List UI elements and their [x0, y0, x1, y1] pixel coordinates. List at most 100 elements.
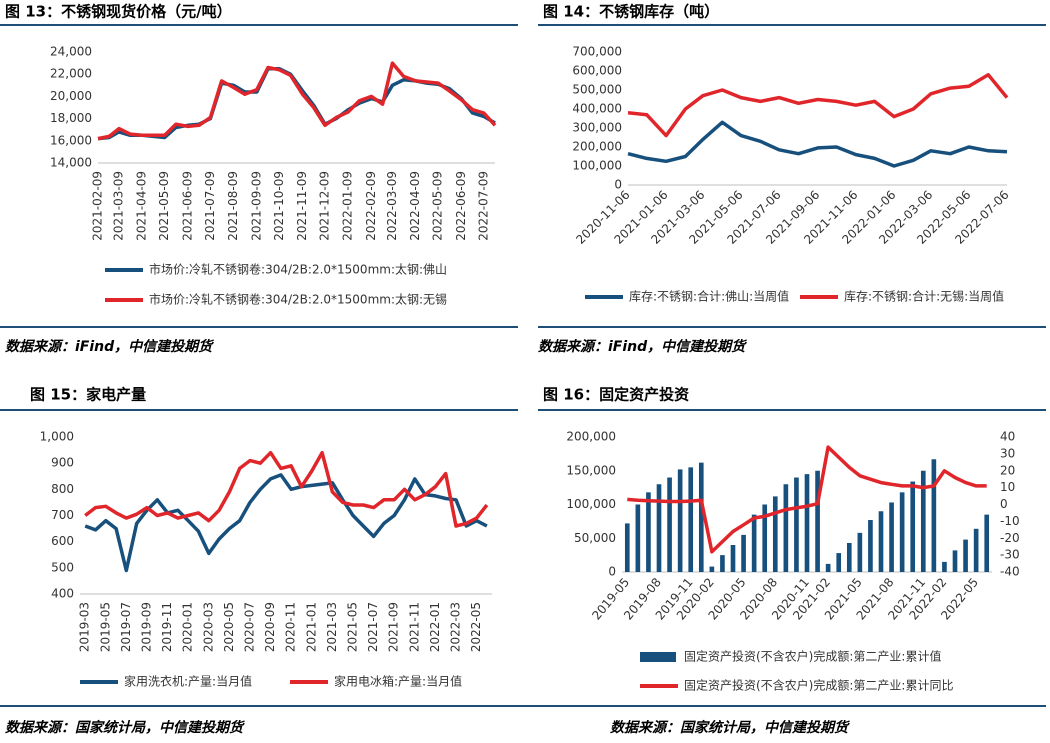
y2-tick-label: -10 [1000, 514, 1020, 528]
bar [868, 520, 873, 572]
x-tick-label: 2022-03-09 [385, 171, 399, 241]
source: 数据来源：国家统计局，中信建投期货 [5, 719, 245, 736]
x-tick-label: 2020-11 [284, 602, 298, 652]
bar [804, 474, 810, 572]
bar [741, 534, 746, 572]
legend-label: 库存:不锈钢:合计:无锡:当周值 [844, 289, 1004, 304]
y-tick-label: 200,000 [566, 430, 616, 444]
x-tick-label: 2021-09-09 [249, 171, 263, 241]
bar [646, 492, 651, 572]
y-tick-label: 300,000 [572, 121, 622, 135]
y2-tick-label: 40 [1000, 430, 1015, 444]
bar [720, 555, 725, 572]
x-tick-label: 2021-03 [325, 602, 339, 652]
legend-label: 库存:不锈钢:合计:佛山:当周值 [629, 289, 789, 304]
x-tick-label: 2021-04-09 [135, 171, 149, 241]
x-tick-label: 2021-12-09 [317, 171, 331, 241]
x-tick-label: 2021-10-09 [272, 171, 286, 241]
x-tick-label: 2020-01 [181, 602, 195, 652]
bar [624, 523, 630, 572]
bar [857, 532, 863, 572]
x-tick-label: 2021-09 [387, 602, 401, 652]
x-tick-label: 2022-05 [469, 602, 483, 652]
y-tick-label: 24,000 [50, 45, 92, 59]
bar [878, 511, 884, 572]
series-line [97, 66, 496, 141]
x-tick-label: 2022-07-09 [476, 171, 490, 241]
x-tick-label: 2019-05 [98, 602, 112, 652]
bar [762, 504, 768, 572]
bar [942, 561, 947, 572]
legend-label: 固定资产投资(不含农户)完成额:第二产业:累计同比 [684, 678, 953, 693]
chart-title: 图 13：不锈钢现货价格（元/吨） [5, 3, 232, 21]
y-tick-label: 0 [608, 565, 616, 579]
x-tick-label: 2021-06-09 [180, 171, 194, 241]
y-tick-label: 600 [51, 534, 74, 548]
x-tick-label: 2021-11 [407, 602, 421, 652]
y-tick-label: 20,000 [50, 89, 92, 103]
bar [836, 553, 842, 572]
x-tick-label: 2021-01 [304, 602, 318, 652]
y2-tick-label: -20 [1000, 531, 1020, 545]
bar [730, 545, 736, 572]
x-tick-label: 2021-03-09 [111, 171, 125, 241]
y2-tick-label: -30 [1000, 548, 1020, 562]
bar [709, 566, 715, 572]
y-tick-label: 22,000 [50, 67, 92, 81]
series-line [627, 73, 1009, 138]
legend-label: 家用电冰箱:产量:当月值 [334, 674, 462, 689]
y-tick-label: 100,000 [566, 497, 616, 511]
y-tick-label: 150,000 [566, 463, 616, 477]
y-tick-label: 500,000 [572, 83, 622, 97]
y2-tick-label: 20 [1000, 463, 1015, 477]
legend-label: 市场价:冷轧不锈钢卷:304/2B:2.0*1500mm:太钢:佛山 [149, 262, 447, 277]
x-tick-label: 2021-11-09 [295, 171, 309, 241]
bar [815, 470, 820, 572]
bar [698, 462, 704, 572]
x-tick-label: 2021-05 [345, 602, 359, 652]
bar [899, 492, 905, 572]
y-tick-label: 200,000 [572, 140, 622, 154]
x-tick-label: 2019-03 [78, 602, 92, 652]
y-tick-label: 900 [51, 456, 74, 470]
x-tick-label: 2022-01-09 [341, 171, 355, 241]
bar [920, 470, 926, 572]
bar [751, 514, 757, 572]
bar [889, 502, 894, 572]
series-line [84, 450, 489, 528]
source: 数据来源：iFind，中信建投期货 [5, 338, 214, 355]
x-tick-label: 2022-06-09 [454, 171, 468, 241]
y-tick-label: 400 [51, 587, 74, 601]
bar [656, 484, 662, 572]
x-tick-label: 2019-09 [139, 602, 153, 652]
y-tick-label: 1,000 [40, 430, 74, 444]
x-tick-label: 2021-05-09 [157, 171, 171, 241]
bar [931, 459, 937, 572]
x-tick-label: 2022-04-09 [408, 171, 422, 241]
bar [635, 504, 641, 572]
x-tick-label: 2020-03 [201, 602, 215, 652]
x-tick-label: 2019-07 [119, 602, 133, 652]
source: 数据来源：iFind，中信建投期货 [538, 338, 747, 355]
legend-label: 市场价:冷轧不锈钢卷:304/2B:2.0*1500mm:太钢:无锡 [149, 292, 447, 307]
bar [825, 563, 831, 572]
series-line [84, 473, 488, 573]
x-tick-label: 2021-02-09 [91, 171, 105, 241]
x-tick-label: 2020-09 [263, 602, 277, 652]
x-tick-label: 2020-07 [242, 602, 256, 652]
y-tick-label: 400,000 [572, 102, 622, 116]
x-tick-label: 2022-03 [448, 602, 462, 652]
x-tick-label: 2019-11 [160, 602, 174, 652]
source: 数据来源：国家统计局，中信建投期货 [610, 719, 850, 736]
bar [677, 469, 683, 572]
y2-tick-label: 0 [1000, 497, 1008, 511]
y-tick-label: 18,000 [50, 111, 92, 125]
y-tick-label: 700,000 [572, 45, 622, 59]
bar [667, 477, 672, 572]
x-tick-label: 2022-05-09 [431, 171, 445, 241]
chart-title: 图 14：不锈钢库存（吨） [543, 3, 719, 21]
legend-swatch [640, 652, 676, 662]
bar [963, 539, 968, 572]
series-line [97, 61, 497, 141]
x-tick-label: 2020-05 [222, 602, 236, 652]
